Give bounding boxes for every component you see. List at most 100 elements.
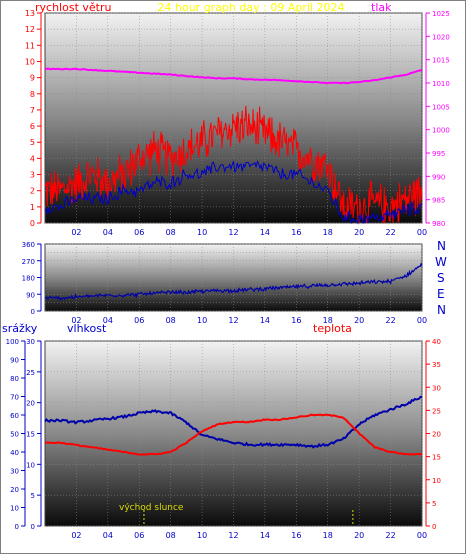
x-tick-label: 22 (385, 316, 395, 325)
rain-axis-tick-label: 40 (10, 449, 19, 457)
rain-axis-tick-label: 50 (10, 431, 19, 439)
rain-axis-tick-label: 70 (10, 394, 19, 402)
direction-axis-tick-label: 180 (22, 275, 35, 283)
x-tick-label: 10 (197, 228, 207, 237)
label-rain: srážky (2, 322, 38, 335)
x-tick-label: 20 (354, 531, 364, 540)
x-tick-label: 00 (417, 316, 427, 325)
wind-axis-tick-label: 2 (30, 187, 35, 196)
series-temperature (44, 413, 423, 456)
x-tick-label: 06 (134, 316, 144, 325)
rain-axis-tick-label: 20 (10, 486, 19, 494)
x-tick-label: 12 (228, 228, 238, 237)
x-tick-label: 06 (134, 531, 144, 540)
x-tick-label: 08 (166, 316, 176, 325)
x-tick-label: 14 (260, 228, 270, 237)
wind-axis-tick-label: 13 (25, 9, 35, 18)
direction-axis-tick-label: 0 (31, 308, 35, 316)
x-tick-label: 16 (291, 531, 301, 540)
x-tick-label: 00 (417, 228, 427, 237)
wind-axis-tick-label: 10 (25, 57, 35, 66)
label-wind: rychlost větru (35, 1, 111, 14)
series-wind-average (44, 159, 423, 225)
rain-axis-tick-label: 90 (10, 357, 19, 365)
wind-axis-tick-label: 7 (30, 106, 35, 115)
temperature-axis-tick-label: 5 (432, 500, 436, 508)
x-tick-label: 06 (134, 228, 144, 237)
temperature-axis-tick-label: 40 (432, 338, 441, 346)
pressure-axis-tick-label: 990 (432, 173, 445, 181)
compass-s: S (437, 271, 445, 285)
chart-title: 24 hour graph day : 09 April 2024 (158, 1, 345, 14)
wind-axis-tick-label: 8 (30, 90, 35, 99)
wind-axis-tick-label: 3 (30, 171, 35, 180)
wind-axis-tick-label: 4 (30, 154, 35, 163)
series-wind-direction (44, 262, 423, 302)
pressure-axis-tick-label: 1025 (432, 10, 450, 18)
compass-n-top: N (437, 239, 446, 253)
temperature-axis-tick-label: 25 (432, 407, 441, 415)
temperature-axis-tick-label: 15 (432, 454, 441, 462)
wind-axis-tick-label: 12 (25, 25, 35, 34)
direction-axis-tick-label: 360 (22, 241, 35, 249)
pressure-axis-tick-label: 995 (432, 150, 445, 158)
pressure-axis-tick-label: 1000 (432, 127, 450, 135)
humidity-axis-tick-label: 30 (26, 338, 35, 346)
series-humidity (44, 395, 423, 449)
x-tick-label: 12 (228, 531, 238, 540)
x-tick-label: 08 (166, 531, 176, 540)
temperature-axis-tick-label: 0 (432, 523, 436, 531)
label-pressure: tlak (371, 1, 392, 14)
wind-axis-tick-label: 11 (25, 41, 35, 50)
pressure-axis-tick-label: 1010 (432, 80, 450, 88)
humidity-axis-tick-label: 15 (26, 431, 35, 439)
temperature-axis-tick-label: 10 (432, 477, 441, 485)
wind-axis-tick-label: 0 (30, 219, 35, 228)
x-tick-label: 16 (291, 316, 301, 325)
rain-axis-tick-label: 80 (10, 375, 19, 383)
rain-axis-tick-label: 0 (15, 523, 19, 531)
x-tick-label: 04 (103, 531, 113, 540)
x-tick-label: 02 (71, 316, 81, 325)
x-tick-label: 00 (417, 531, 427, 540)
x-tick-label: 20 (354, 316, 364, 325)
humidity-axis-tick-label: 10 (26, 461, 35, 469)
x-tick-label: 18 (323, 228, 333, 237)
humidity-axis-tick-label: 0 (31, 523, 35, 531)
compass-e: E (437, 287, 445, 301)
temperature-axis-tick-label: 20 (432, 431, 441, 439)
rain-axis-tick-label: 10 (10, 505, 19, 513)
x-tick-label: 12 (228, 316, 238, 325)
pressure-axis-tick-label: 1020 (432, 33, 450, 41)
temperature-axis-tick-label: 30 (432, 384, 441, 392)
rain-axis-tick-label: 100 (6, 338, 19, 346)
x-tick-label: 14 (260, 316, 270, 325)
label-temperature: teplota (313, 322, 352, 335)
x-tick-label: 04 (103, 228, 113, 237)
x-tick-label: 18 (323, 531, 333, 540)
pressure-axis-tick-label: 980 (432, 220, 445, 228)
rain-axis-tick-label: 60 (10, 412, 19, 420)
compass-w: W (435, 255, 447, 269)
humidity-axis-tick-label: 20 (26, 400, 35, 408)
direction-axis-tick-label: 90 (26, 291, 35, 299)
x-tick-label: 22 (385, 228, 395, 237)
humidity-axis-tick-label: 25 (26, 369, 35, 377)
rain-axis-tick-label: 30 (10, 468, 19, 476)
x-tick-label: 10 (197, 316, 207, 325)
series-pressure (44, 67, 423, 85)
pressure-axis-tick-label: 1005 (432, 103, 450, 111)
temperature-axis-tick-label: 35 (432, 361, 441, 369)
x-tick-label: 16 (291, 228, 301, 237)
humidity-axis-tick-label: 5 (31, 492, 35, 500)
x-tick-label: 18 (323, 316, 333, 325)
wind-axis-tick-label: 9 (30, 74, 35, 83)
pressure-axis-tick-label: 985 (432, 197, 445, 205)
x-tick-label: 02 (71, 228, 81, 237)
series-wind-speed (44, 105, 423, 224)
x-tick-label: 22 (385, 531, 395, 540)
wind-axis-tick-label: 5 (30, 138, 35, 147)
direction-axis-tick-label: 270 (22, 258, 35, 266)
